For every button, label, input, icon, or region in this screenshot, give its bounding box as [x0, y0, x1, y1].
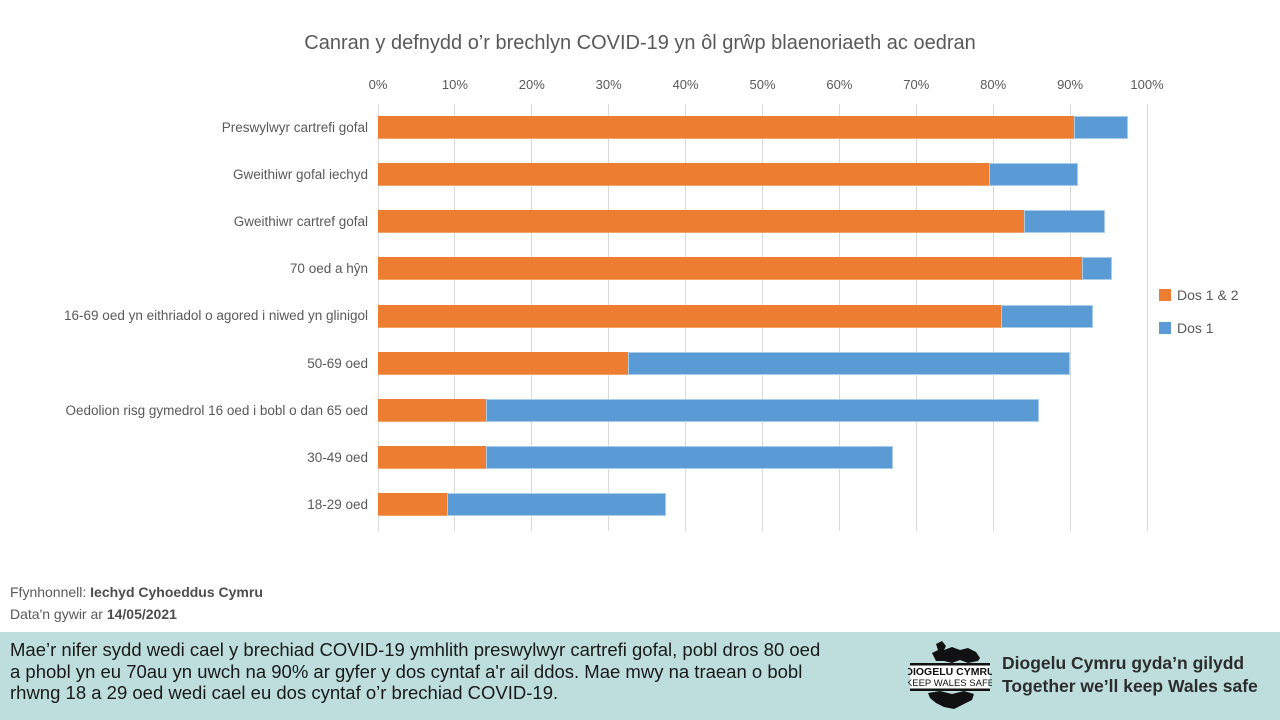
bar-segment-dos-1-2 — [378, 116, 1074, 140]
x-tick-label: 60% — [826, 77, 853, 92]
chart-legend: Dos 1 & 2 Dos 1 — [1159, 287, 1238, 353]
category-label: 16-69 oed yn eithriadol o agored i niwed… — [64, 308, 368, 324]
gridline — [1146, 104, 1148, 531]
x-tick-label: 90% — [1057, 77, 1084, 92]
x-tick-label: 80% — [980, 77, 1007, 92]
legend-label: Dos 1 & 2 — [1177, 287, 1239, 303]
category-label: 30-49 oed — [307, 449, 368, 465]
x-tick-label: 40% — [672, 77, 699, 92]
bar-segment-dos-1 — [1000, 304, 1094, 328]
x-tick-label: 0% — [368, 77, 388, 92]
source-note: Ffynhonnell: Iechyd Cyhoeddus Cymru — [10, 584, 263, 600]
category-label: 70 oed a hŷn — [289, 261, 368, 277]
x-tick-label: 20% — [518, 77, 545, 92]
bar-row — [378, 445, 1147, 469]
category-label: Gweithiwr gofal iechyd — [232, 167, 368, 183]
bar-row — [378, 257, 1147, 281]
bar-segment-dos-1 — [627, 351, 1071, 375]
logo-rule-top — [910, 663, 990, 666]
bar-row — [378, 210, 1147, 234]
logo-rule-bottom — [910, 688, 990, 691]
bar-segment-dos-1 — [1081, 257, 1113, 281]
bar-segment-dos-1-2 — [378, 304, 1001, 328]
bar-segment-dos-1-2 — [378, 210, 1024, 234]
bar-row — [378, 398, 1147, 422]
summary-banner: Mae’r nifer sydd wedi cael y brechiad CO… — [0, 632, 1280, 720]
bar-segment-dos-1 — [447, 492, 667, 516]
bar-row — [378, 304, 1147, 328]
x-axis-tick-labels: 0% 10% 20% 30% 40% 50% 60% 70% 80% 90% 100% — [0, 77, 1280, 93]
bar-segment-dos-1 — [485, 398, 1040, 422]
bar-segment-dos-1 — [1073, 116, 1128, 140]
x-tick-label: 70% — [903, 77, 930, 92]
category-axis-labels: Preswylwyr cartrefi gofal Gweithiwr gofal… — [0, 104, 368, 528]
x-tick-label: 100% — [1130, 77, 1164, 92]
bar-row — [378, 351, 1147, 375]
logo-text-line2: KEEP WALES SAFE — [908, 678, 992, 689]
bar-segment-dos-1-2 — [378, 398, 486, 422]
bar-row — [378, 163, 1147, 187]
category-label: Oedolion risg gymedrol 16 oed i bobl o d… — [65, 402, 368, 418]
bar-segment-dos-1-2 — [378, 445, 486, 469]
bar-segment-dos-1-2 — [378, 351, 628, 375]
bar-segment-dos-1-2 — [378, 163, 990, 187]
bar-row — [378, 492, 1147, 516]
legend-label: Dos 1 — [1177, 320, 1214, 336]
date-note: Data'n gywir ar 14/05/2021 — [10, 606, 177, 622]
logo-band — [910, 665, 990, 689]
banner-summary-text: Mae’r nifer sydd wedi cael y brechiad CO… — [10, 639, 821, 703]
legend-item: Dos 1 — [1159, 320, 1238, 336]
bar-segment-dos-1-2 — [378, 257, 1082, 281]
category-label: 18-29 oed — [307, 496, 368, 512]
category-label: Gweithiwr cartref gofal — [233, 214, 368, 230]
bar-row — [378, 116, 1147, 140]
wales-map-bottom-icon — [928, 691, 974, 709]
category-label: Preswylwyr cartrefi gofal — [221, 120, 368, 136]
bar-segment-dos-1-2 — [378, 492, 448, 516]
legend-swatch-icon — [1159, 289, 1171, 301]
bar-segment-dos-1 — [989, 163, 1078, 187]
x-tick-label: 30% — [595, 77, 622, 92]
wales-map-top-icon — [932, 641, 980, 663]
banner-tagline: Diogelu Cymru gyda’n gilydd Together we’… — [1002, 653, 1258, 696]
bar-segment-dos-1 — [485, 445, 894, 469]
legend-swatch-icon — [1159, 322, 1171, 334]
logo-text-line1: DIOGELU CYMRU — [908, 666, 992, 678]
keep-wales-safe-logo: DIOGELU CYMRU KEEP WALES SAFE — [908, 641, 992, 709]
bar-segment-dos-1 — [1023, 210, 1105, 234]
source-value: Iechyd Cyhoeddus Cymru — [90, 584, 263, 600]
date-value: 14/05/2021 — [106, 606, 177, 622]
source-label: Ffynhonnell: — [10, 584, 91, 600]
x-tick-label: 10% — [441, 77, 468, 92]
x-tick-label: 50% — [749, 77, 776, 92]
plot-area — [377, 104, 1148, 531]
date-label: Data'n gywir ar — [10, 606, 107, 622]
legend-item: Dos 1 & 2 — [1159, 287, 1238, 303]
chart-title: Canran y defnydd o’r brechlyn COVID-19 y… — [304, 32, 976, 54]
category-label: 50-69 oed — [307, 355, 368, 371]
